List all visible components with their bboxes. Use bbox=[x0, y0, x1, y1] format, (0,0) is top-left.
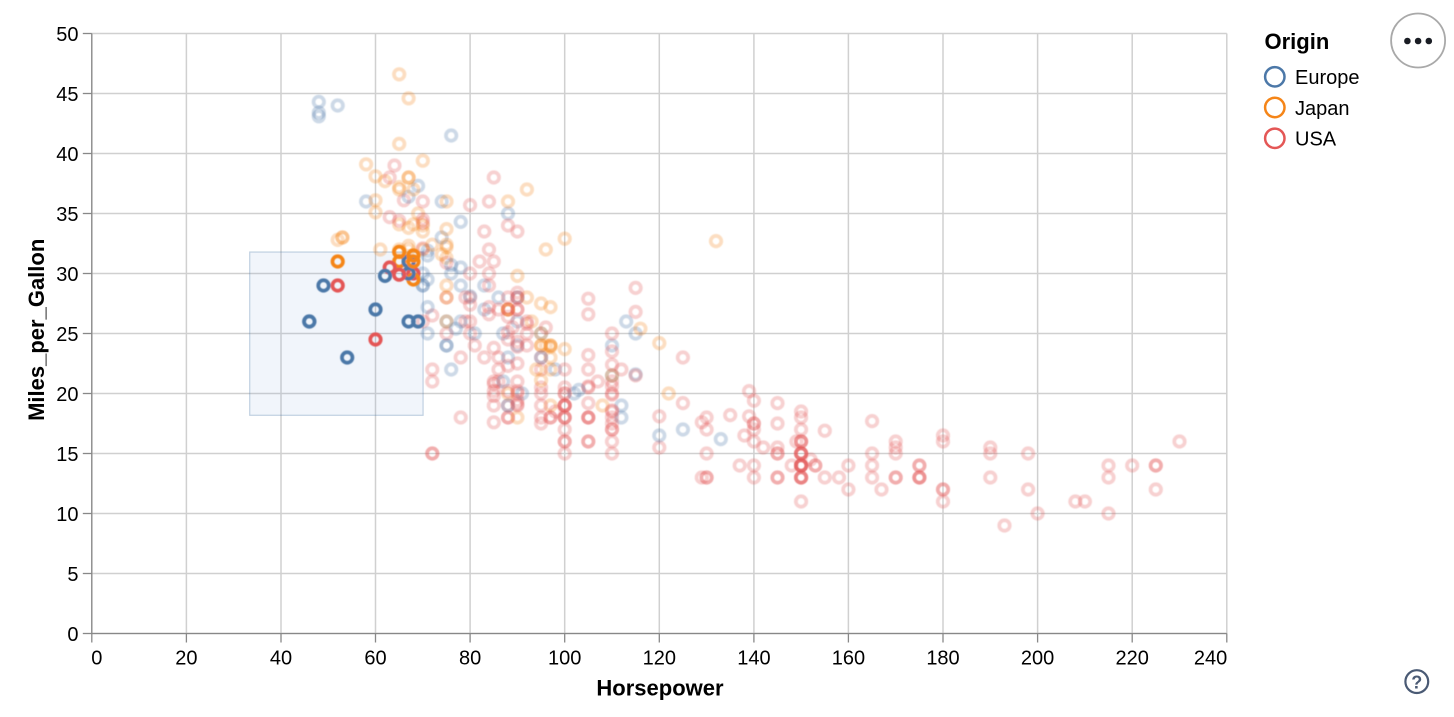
svg-text:200: 200 bbox=[1021, 648, 1054, 670]
svg-text:20: 20 bbox=[56, 384, 78, 406]
svg-text:45: 45 bbox=[56, 84, 78, 106]
svg-text:?: ? bbox=[1411, 673, 1422, 693]
svg-text:50: 50 bbox=[56, 24, 78, 46]
svg-text:25: 25 bbox=[56, 324, 78, 346]
svg-text:60: 60 bbox=[364, 648, 386, 670]
svg-text:30: 30 bbox=[56, 264, 78, 286]
svg-text:0: 0 bbox=[91, 648, 102, 670]
svg-text:35: 35 bbox=[56, 204, 78, 226]
svg-text:160: 160 bbox=[832, 648, 865, 670]
svg-text:180: 180 bbox=[926, 648, 959, 670]
svg-text:Origin: Origin bbox=[1265, 29, 1330, 54]
svg-text:40: 40 bbox=[56, 144, 78, 166]
svg-text:80: 80 bbox=[459, 648, 481, 670]
svg-text:0: 0 bbox=[67, 624, 78, 646]
svg-text:USA: USA bbox=[1295, 129, 1337, 151]
svg-text:140: 140 bbox=[737, 648, 770, 670]
svg-text:Europe: Europe bbox=[1295, 67, 1360, 89]
svg-text:15: 15 bbox=[56, 444, 78, 466]
svg-text:40: 40 bbox=[270, 648, 292, 670]
svg-text:Japan: Japan bbox=[1295, 98, 1350, 120]
svg-text:220: 220 bbox=[1116, 648, 1149, 670]
svg-text:120: 120 bbox=[643, 648, 676, 670]
svg-text:10: 10 bbox=[56, 504, 78, 526]
svg-text:Horsepower: Horsepower bbox=[596, 676, 724, 701]
svg-text:240: 240 bbox=[1194, 648, 1227, 670]
svg-text:20: 20 bbox=[175, 648, 197, 670]
svg-text:100: 100 bbox=[548, 648, 581, 670]
svg-text:5: 5 bbox=[67, 564, 78, 586]
svg-text:Miles_per_Gallon: Miles_per_Gallon bbox=[24, 239, 49, 421]
